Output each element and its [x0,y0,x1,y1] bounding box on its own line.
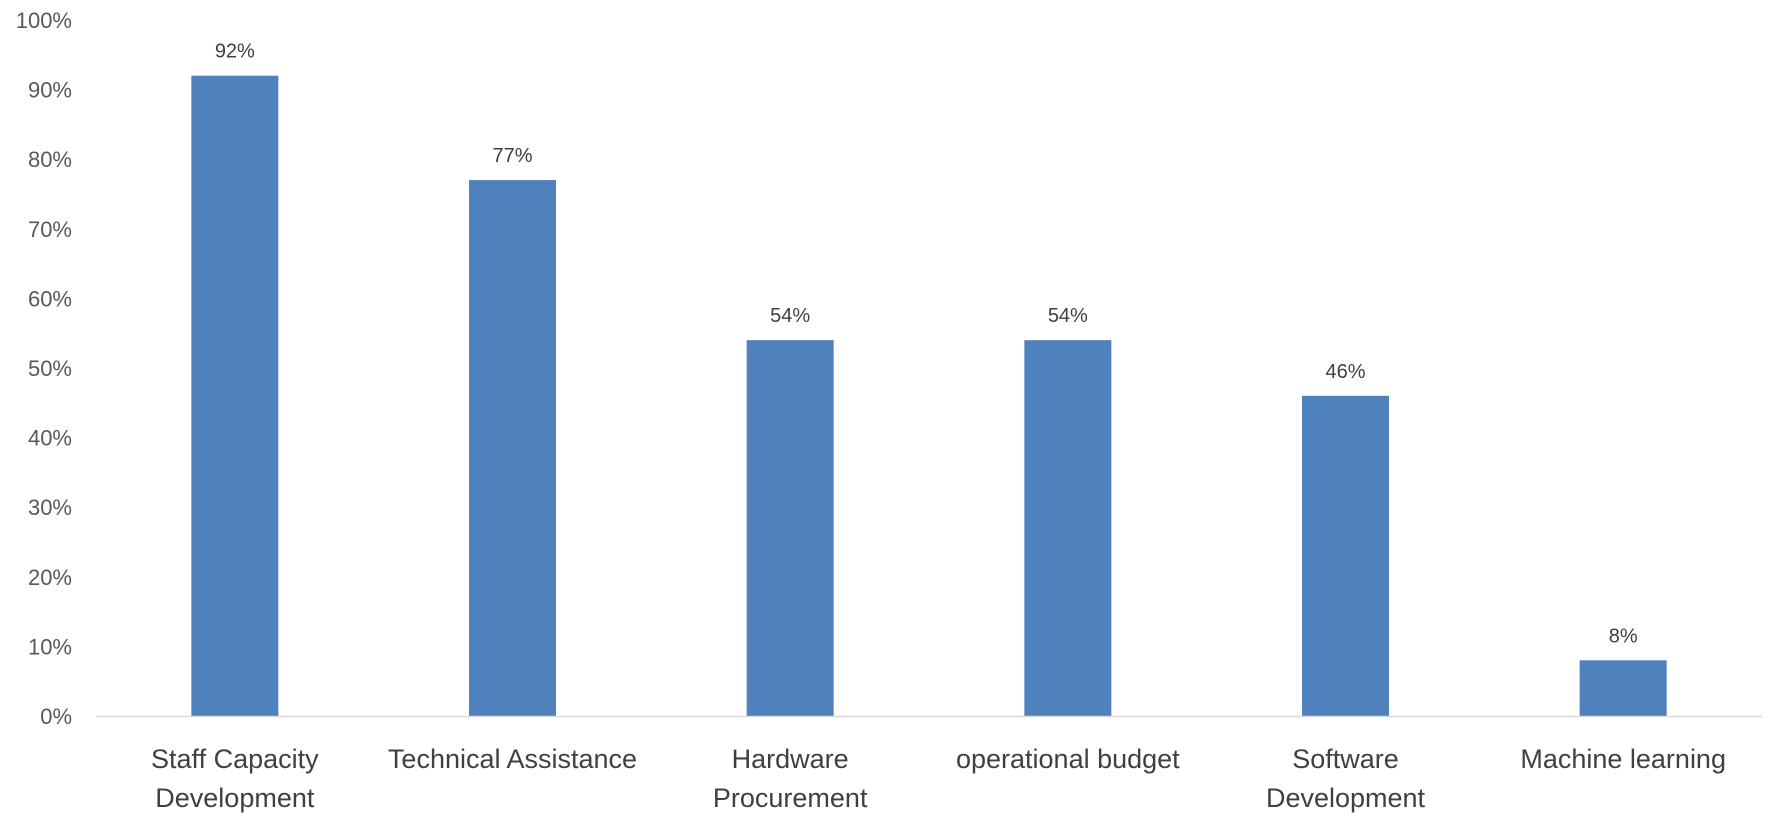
y-tick-label: 10% [28,634,72,659]
bar [469,180,556,716]
y-tick-label: 70% [28,217,72,242]
y-tick-label: 50% [28,356,72,381]
category-label-line: Software [1292,744,1399,774]
category-label-line: Hardware [732,744,849,774]
y-tick-label: 90% [28,78,72,103]
data-label: 54% [1048,305,1088,327]
y-tick-label: 80% [28,147,72,172]
category-label-line: Development [1266,783,1426,813]
category-label-line: Staff Capacity [151,744,319,774]
y-tick-label: 20% [28,565,72,590]
category-label-line: Development [155,783,315,813]
bar [191,75,279,717]
category-label: Hardware Procurement [713,744,868,813]
data-labels: 92% 77% 54% 54% 46% 8% [215,41,1638,648]
category-label-line: Machine learning [1520,744,1726,774]
category-label: operational budget [956,744,1180,774]
data-label: 46% [1325,361,1365,383]
category-label: Technical Assistance [388,744,637,774]
data-label: 54% [770,305,810,327]
category-label-line: Technical Assistance [388,744,637,774]
category-label: Machine learning [1520,744,1726,774]
y-tick-label: 40% [28,426,72,451]
category-label-line: Procurement [713,783,868,813]
bars [191,75,1667,717]
category-label: Staff Capacity Development [151,744,319,813]
data-label: 92% [215,41,255,63]
data-label: 77% [492,145,532,167]
bar [1579,660,1667,716]
data-label: 8% [1609,625,1638,647]
x-axis: Staff Capacity Development Technical Assis… [151,744,1726,813]
y-tick-label: 60% [28,286,72,311]
y-tick-label: 100% [16,8,72,33]
y-tick-label: 0% [40,704,72,729]
bar [746,340,834,716]
bar [1024,340,1112,716]
bar [1302,395,1389,716]
y-axis: 0% 10% 20% 30% 40% 50% 60% 70% 80% 90% 100% [16,8,72,729]
y-tick-label: 30% [28,495,72,520]
category-label-line: operational budget [956,744,1180,774]
category-label: Software Development [1266,744,1426,813]
